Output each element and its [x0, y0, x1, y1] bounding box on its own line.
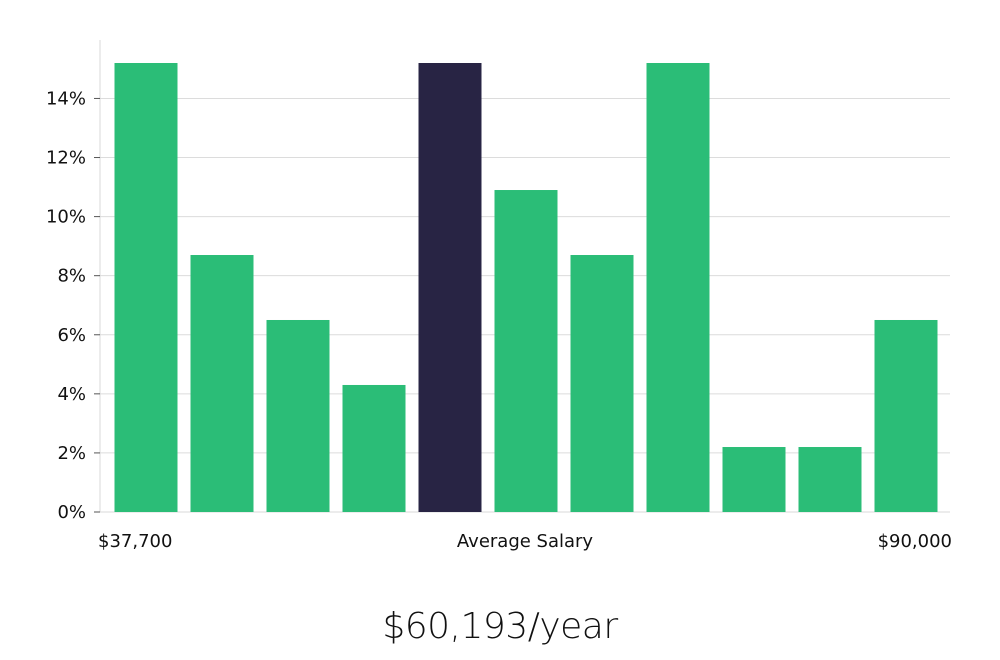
histogram-bar	[494, 190, 558, 513]
y-tick-label: 14%	[46, 88, 86, 109]
y-tick-label: 10%	[46, 207, 86, 228]
histogram-bar	[722, 447, 786, 512]
y-tick-label: 8%	[57, 266, 86, 287]
histogram-bar	[190, 255, 254, 512]
y-tick-label: 0%	[57, 502, 86, 523]
histogram-bar	[266, 319, 330, 512]
y-tick-label: 2%	[57, 443, 86, 464]
salary-histogram: 0% 2% 4% 6% 8% 10% 12% 14% $37,700 Average Sala…	[46, 40, 952, 552]
bars	[114, 63, 938, 513]
histogram-bar	[342, 384, 406, 512]
histogram-bar	[114, 63, 178, 512]
histogram-bar	[646, 63, 710, 512]
histogram-bar	[798, 447, 862, 512]
histogram-bar	[874, 319, 938, 512]
average-salary-value: $60,193/year	[382, 606, 618, 647]
histogram-bar	[570, 255, 634, 512]
y-tick-label: 4%	[57, 384, 86, 405]
histogram-bar-average	[418, 63, 482, 512]
x-axis-title: Average Salary	[457, 531, 594, 552]
y-tick-label: 12%	[46, 148, 86, 169]
x-min-label: $37,700	[98, 531, 172, 552]
y-tick-label: 6%	[57, 325, 86, 346]
x-max-label: $90,000	[878, 531, 952, 552]
y-ticks: 0% 2% 4% 6% 8% 10% 12% 14%	[46, 88, 100, 523]
